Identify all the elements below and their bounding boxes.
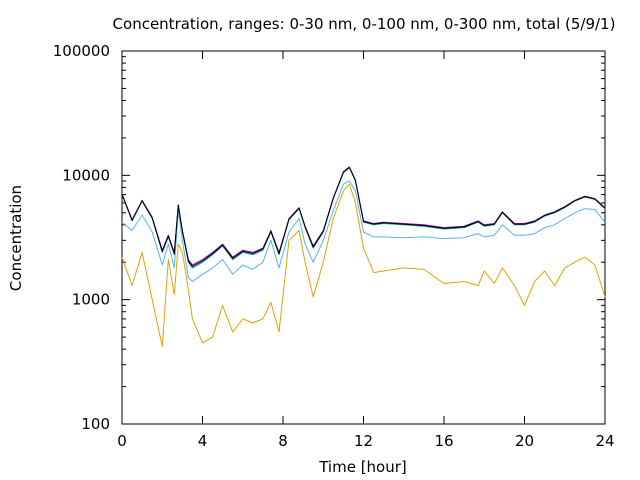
series-line-0 <box>121 183 606 347</box>
y-tick-label: 100000 <box>53 42 110 60</box>
y-axis-label: Concentration <box>7 185 25 291</box>
y-axis: 100 1000 10000 100000 <box>53 42 605 433</box>
x-tick-label: 12 <box>354 432 373 450</box>
x-tick-label: 20 <box>515 432 534 450</box>
x-tick-label: 4 <box>198 432 208 450</box>
series-line-2 <box>121 167 606 269</box>
y-tick-label: 100 <box>81 415 110 433</box>
x-tick-label: 8 <box>278 432 288 450</box>
chart-title: Concentration, ranges: 0-30 nm, 0-100 nm… <box>113 15 616 33</box>
x-tick-label: 0 <box>117 432 127 450</box>
x-axis: 0 4 8 12 16 20 24 <box>117 51 615 450</box>
series-line-3 <box>121 166 606 266</box>
series-lines <box>121 166 606 347</box>
x-tick-label: 24 <box>595 432 614 450</box>
series-line-1 <box>121 180 606 282</box>
series-line-4 <box>121 166 606 267</box>
x-tick-label: 16 <box>434 432 453 450</box>
x-axis-label: Time [hour] <box>318 458 407 476</box>
y-tick-label: 1000 <box>72 291 110 309</box>
plot-frame <box>121 50 606 425</box>
y-tick-label: 10000 <box>62 166 110 184</box>
